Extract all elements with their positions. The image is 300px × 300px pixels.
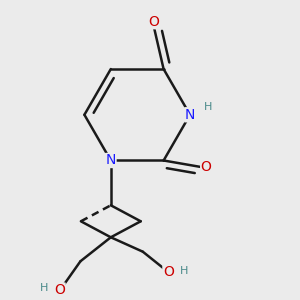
Text: O: O [54,283,65,297]
Text: H: H [203,102,212,112]
Text: O: O [201,160,212,174]
Text: O: O [163,266,174,280]
Text: H: H [39,284,48,293]
Text: O: O [148,15,159,29]
Text: H: H [180,266,189,276]
Text: N: N [106,154,116,167]
Text: N: N [185,108,195,122]
